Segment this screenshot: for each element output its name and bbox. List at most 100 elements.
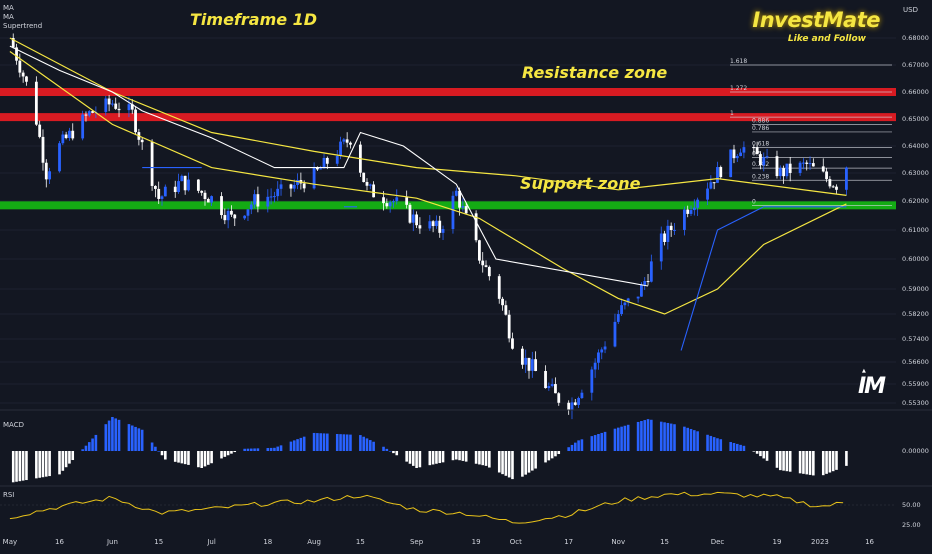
candle <box>163 184 167 197</box>
candle-body <box>597 352 600 363</box>
candle-body <box>302 183 306 189</box>
indicator-label-supertrend[interactable]: Supertrend <box>3 22 43 30</box>
candle <box>411 209 415 232</box>
candle-body <box>464 206 468 214</box>
macd-bar <box>438 451 442 464</box>
time-tick-label: 19 <box>472 538 481 546</box>
macd-bar <box>527 451 531 473</box>
rsi-pane-label[interactable]: RSI <box>3 491 15 499</box>
candle <box>547 382 551 391</box>
candle-body <box>269 196 273 198</box>
price-axis: 0.68000 0.67000 0.66000 0.65000 0.64000 0.630… <box>902 34 929 407</box>
candle-body <box>669 225 673 231</box>
candle-body <box>828 179 832 187</box>
candle <box>160 195 164 206</box>
candle-body <box>325 157 329 164</box>
macd-bar <box>557 451 561 455</box>
candle <box>520 346 524 369</box>
candle <box>600 347 604 360</box>
candle <box>415 211 418 228</box>
candle-body <box>230 210 233 215</box>
candle-body <box>821 166 825 172</box>
macd-bar <box>659 421 663 451</box>
macd-bar <box>87 442 91 451</box>
macd-bar <box>203 451 207 467</box>
macd-bar <box>531 451 534 471</box>
macd-bar <box>114 418 118 451</box>
indicator-label-ma-1[interactable]: MA <box>3 4 14 12</box>
candle-body <box>408 204 412 223</box>
time-tick-label: 17 <box>564 538 573 546</box>
candle-body <box>21 72 25 77</box>
macd-bar <box>431 451 435 465</box>
candle <box>752 144 756 155</box>
macd-tick-label: 0.00000 <box>902 447 929 455</box>
macd-bar <box>504 451 508 476</box>
candle-body <box>759 154 762 166</box>
candle-body <box>48 171 51 180</box>
candle <box>504 300 508 316</box>
candle <box>210 195 214 206</box>
macd-bar <box>164 451 167 460</box>
candle-body <box>524 357 528 365</box>
macd-bar <box>752 451 756 452</box>
macd-bar <box>798 451 802 474</box>
candle <box>451 191 455 234</box>
candle <box>206 197 210 203</box>
candle-body <box>362 172 366 183</box>
candle <box>312 162 316 190</box>
macd-bar <box>81 449 84 451</box>
candle-body <box>319 168 323 170</box>
macd-bar <box>94 434 98 451</box>
candle <box>712 182 716 190</box>
candle-body <box>534 359 538 372</box>
indicator-label-ma-2[interactable]: MA <box>3 13 14 21</box>
candle-body <box>38 124 42 137</box>
candle <box>636 296 640 303</box>
macd-bar <box>206 451 210 465</box>
candle-body <box>206 198 210 203</box>
candle-body <box>435 220 438 227</box>
candle-body <box>342 139 346 142</box>
candle-body <box>203 192 207 199</box>
rsi-tick-label: 50.00 <box>902 501 921 509</box>
candle <box>342 137 346 145</box>
candle-body <box>253 194 256 205</box>
macd-bar <box>359 435 362 451</box>
candle-body <box>163 186 167 197</box>
candle <box>111 100 114 107</box>
macd-bar <box>15 451 18 482</box>
rsi-line <box>9 491 844 524</box>
candle-body <box>134 109 137 133</box>
candle-body <box>782 168 785 177</box>
macd-bar <box>828 451 832 473</box>
macd-bar <box>230 451 233 454</box>
macd-bar <box>392 451 395 454</box>
candle-body <box>316 167 319 170</box>
candle <box>64 131 68 140</box>
candle <box>716 161 719 183</box>
candle <box>150 139 154 191</box>
candle <box>835 184 838 194</box>
macd-bar <box>669 423 673 451</box>
candle-body <box>626 298 630 303</box>
candle-body <box>415 214 418 226</box>
price-tick-label: 0.63000 <box>902 169 929 177</box>
macd-pane-label[interactable]: MACD <box>3 421 24 429</box>
candle <box>739 148 743 157</box>
candle <box>497 273 501 304</box>
candle-body <box>550 384 554 387</box>
macd-bar <box>408 451 412 464</box>
candle <box>408 203 412 224</box>
time-tick-label: Oct <box>510 538 522 546</box>
macd-bar <box>788 451 792 472</box>
time-tick-label: Aug <box>307 538 321 546</box>
candle <box>41 129 45 171</box>
macd-bar <box>130 425 134 451</box>
candle-body <box>474 213 478 241</box>
candle-body <box>312 167 316 189</box>
candle <box>666 219 670 250</box>
candle-body <box>825 171 828 180</box>
